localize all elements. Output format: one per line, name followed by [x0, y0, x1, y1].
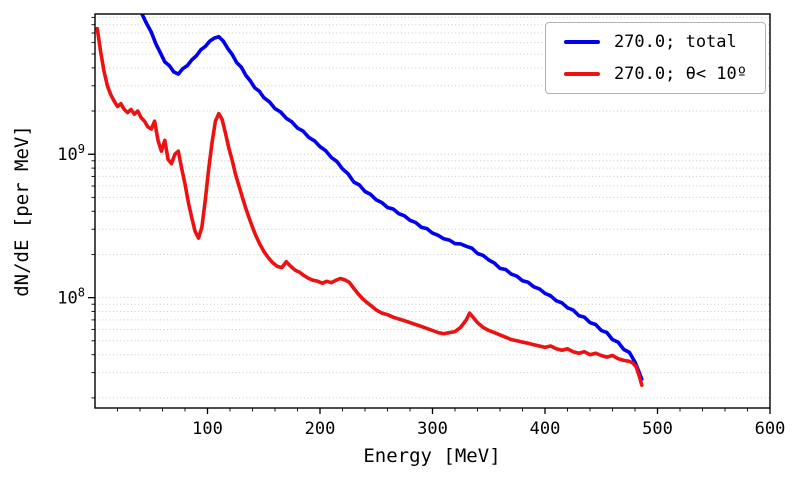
y-axis-label: dN/dE [per MeV] [11, 125, 33, 297]
svg-text:100: 100 [192, 419, 223, 439]
legend-label-theta: 270.0; θ< 10º [613, 64, 747, 84]
svg-text:300: 300 [417, 419, 448, 439]
legend-item-theta: 270.0; θ< 10º [563, 64, 747, 84]
svg-text:108: 108 [57, 286, 85, 309]
svg-text:400: 400 [530, 419, 561, 439]
svg-text:200: 200 [305, 419, 336, 439]
svg-text:109: 109 [57, 142, 85, 165]
legend-item-total: 270.0; total [563, 32, 747, 52]
legend: 270.0; total 270.0; θ< 10º [544, 22, 766, 94]
svg-text:600: 600 [755, 419, 786, 439]
legend-line-theta [563, 72, 600, 76]
legend-line-total [563, 40, 600, 44]
svg-text:500: 500 [642, 419, 673, 439]
legend-label-total: 270.0; total [613, 32, 737, 52]
x-axis-label: Energy [MeV] [363, 445, 500, 467]
